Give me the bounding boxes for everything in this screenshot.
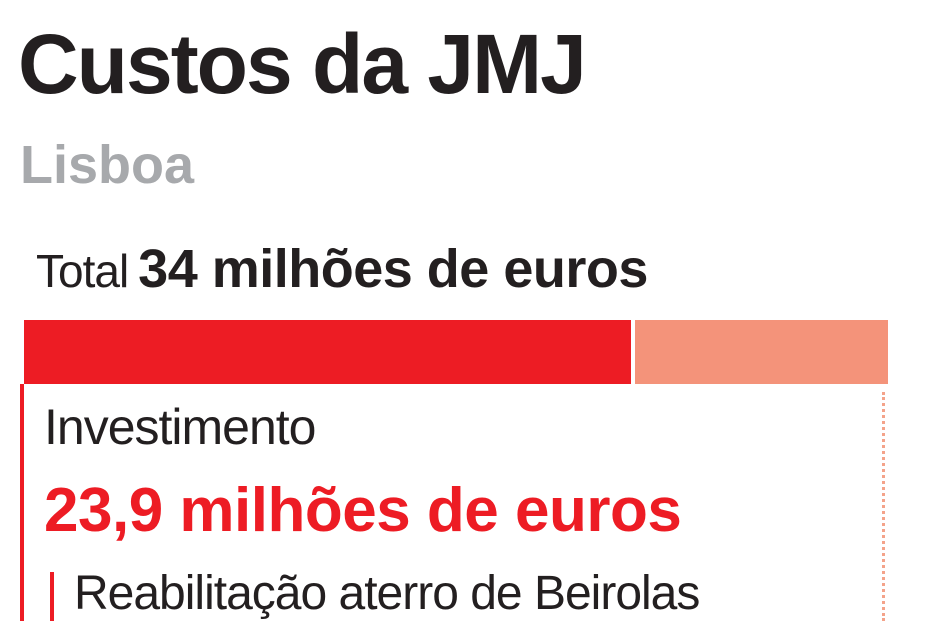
bar-segment-other	[635, 320, 888, 384]
chart-subtitle: Lisboa	[20, 135, 195, 195]
bar-segment-investimento	[24, 320, 632, 384]
item-marker	[50, 572, 54, 621]
total-line: Total 34 milhões de euros	[36, 242, 648, 296]
investment-label: Investimento	[44, 399, 316, 455]
total-label: Total	[36, 245, 129, 297]
investment-bracket-line	[20, 384, 24, 621]
chart-title: Custos da JMJ	[18, 17, 587, 111]
investment-value: 23,9 milhões de euros	[44, 476, 682, 545]
total-value: 34 milhões de euros	[138, 239, 648, 299]
item-label: Reabilitação aterro de Beirolas	[74, 567, 700, 620]
other-bracket-line	[882, 392, 885, 621]
stacked-bar	[24, 320, 888, 384]
